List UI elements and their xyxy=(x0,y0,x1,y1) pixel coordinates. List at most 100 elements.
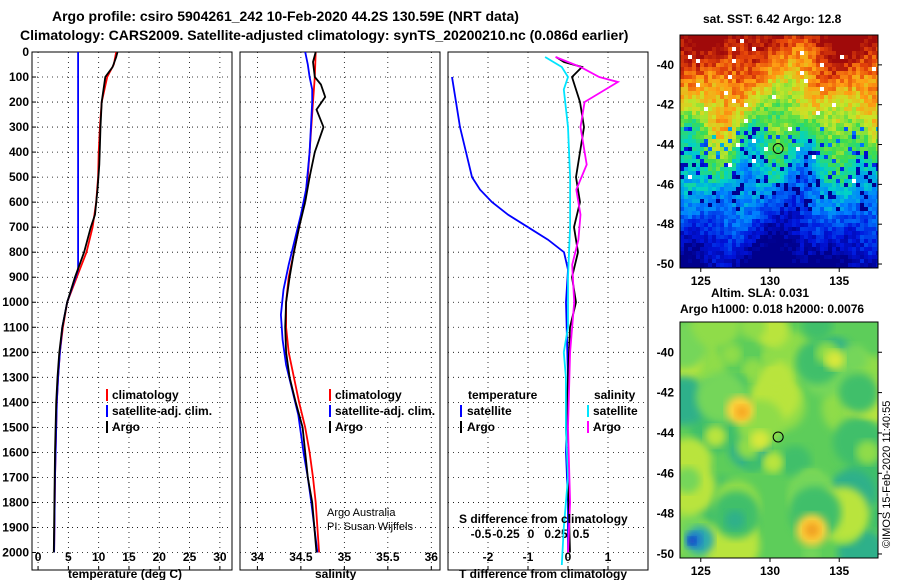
sst-cell xyxy=(800,111,805,116)
sst-cell xyxy=(720,263,725,268)
sst-cell xyxy=(820,51,825,56)
sst-cell xyxy=(868,91,873,96)
sst-cell xyxy=(704,99,709,104)
sst-cell xyxy=(860,139,865,144)
sst-cell xyxy=(728,107,733,112)
sst-cell xyxy=(720,199,725,204)
sst-cell xyxy=(836,67,841,72)
sst-cell xyxy=(808,199,813,204)
sst-cell xyxy=(860,243,865,248)
sst-cell xyxy=(736,99,741,104)
sst-cell xyxy=(760,243,765,248)
sst-cell xyxy=(864,207,869,212)
sst-cell xyxy=(840,107,845,112)
sst-cell xyxy=(772,79,777,84)
sst-cell xyxy=(808,35,813,40)
sst-cell xyxy=(816,199,821,204)
sst-cell xyxy=(688,155,693,160)
sst-cell xyxy=(872,123,877,128)
sst-cell xyxy=(860,39,865,44)
sst-cell xyxy=(856,195,861,200)
sst-cell xyxy=(708,71,713,76)
x-tick-label: 35.5 xyxy=(376,550,400,564)
sst-cell xyxy=(860,67,865,72)
sst-cell xyxy=(736,263,741,268)
sst-cell xyxy=(768,35,773,40)
sst-cell xyxy=(792,227,797,232)
sst-cell xyxy=(728,135,733,140)
sst-cell xyxy=(804,119,809,124)
sst-cell xyxy=(764,175,769,180)
sst-cell xyxy=(696,67,701,72)
sst-cell xyxy=(764,107,769,112)
sst-cell xyxy=(792,119,797,124)
sst-cell xyxy=(876,143,878,148)
sst-cell xyxy=(868,35,873,40)
sst-cell xyxy=(792,99,797,104)
sst-cell xyxy=(856,251,861,256)
sst-cell xyxy=(772,87,777,92)
sst-cell xyxy=(872,111,877,116)
sst-cell xyxy=(764,103,769,108)
sst-cell xyxy=(696,207,701,212)
sst-cell xyxy=(728,67,733,72)
map-y-tick-label: -50 xyxy=(657,547,675,561)
sst-cell xyxy=(752,147,757,152)
sst-cell xyxy=(724,39,729,44)
sst-cell xyxy=(788,151,793,156)
sst-cell xyxy=(688,55,693,60)
sst-cell xyxy=(756,231,761,236)
sst-cell xyxy=(860,83,865,88)
sst-cell xyxy=(856,215,861,220)
sst-cell xyxy=(716,43,721,48)
sst-cell xyxy=(840,131,845,136)
sst-cell xyxy=(772,243,777,248)
sst-cell xyxy=(840,183,845,188)
sst-cell xyxy=(712,255,717,260)
sst-cell xyxy=(768,199,773,204)
sst-cell xyxy=(820,175,825,180)
sst-cell xyxy=(736,87,741,92)
sst-cell xyxy=(756,147,761,152)
sst-cell xyxy=(692,183,697,188)
sst-cell xyxy=(712,235,717,240)
sst-cell xyxy=(712,163,717,168)
sst-cell xyxy=(744,59,749,64)
sst-cell xyxy=(688,35,693,40)
sst-cell xyxy=(724,135,729,140)
sst-cell xyxy=(732,63,737,68)
sst-cell xyxy=(716,255,721,260)
sst-cell xyxy=(680,123,685,128)
sst-cell xyxy=(740,55,745,60)
sst-cell xyxy=(684,147,689,152)
sst-cell xyxy=(808,255,813,260)
sst-cell xyxy=(764,243,769,248)
sst-cell xyxy=(732,183,737,188)
sst-cell xyxy=(808,139,813,144)
sst-cell xyxy=(752,107,757,112)
sst-cell xyxy=(828,171,833,176)
sst-cell xyxy=(748,59,753,64)
sst-cell xyxy=(784,75,789,80)
sst-cell xyxy=(692,159,697,164)
sst-cell xyxy=(764,251,769,256)
sst-cell xyxy=(852,115,857,120)
sst-cell xyxy=(688,255,693,260)
sst-cell xyxy=(816,115,821,120)
sst-cell xyxy=(712,195,717,200)
sst-cell xyxy=(796,211,801,216)
sst-cell xyxy=(868,67,873,72)
sst-cell xyxy=(868,179,873,184)
sst-cell xyxy=(876,63,878,68)
sst-cell xyxy=(708,159,713,164)
sst-cell xyxy=(816,211,821,216)
sst-cell xyxy=(764,207,769,212)
sst-cell xyxy=(824,227,829,232)
sst-cell xyxy=(780,179,785,184)
sst-cell xyxy=(820,163,825,168)
sst-cell xyxy=(820,223,825,228)
sst-cell xyxy=(848,111,853,116)
sst-cell xyxy=(780,239,785,244)
sst-cell xyxy=(708,263,713,268)
sst-cell xyxy=(872,167,877,172)
